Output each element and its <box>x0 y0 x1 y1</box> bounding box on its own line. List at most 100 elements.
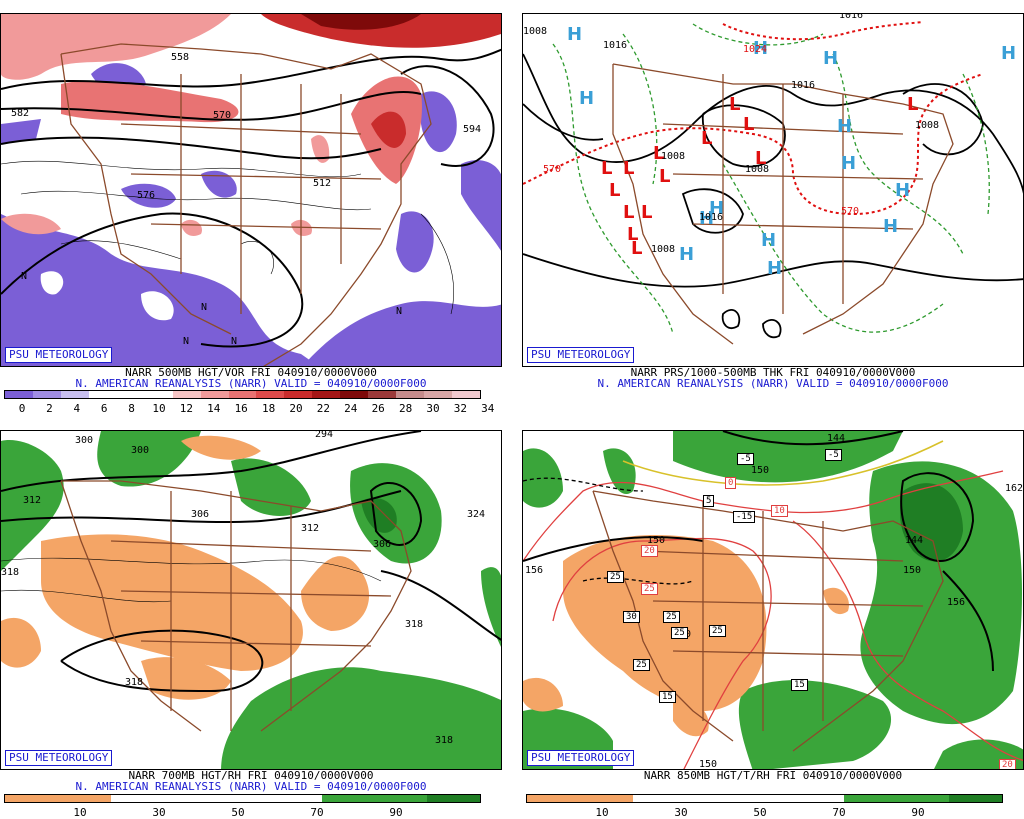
contour-label: 300 <box>131 445 149 456</box>
contour-label: 582 <box>11 108 29 119</box>
contour-label: 300 <box>75 435 93 446</box>
colorbar-label: 90 <box>911 806 925 819</box>
contour-label: 150 <box>751 465 769 476</box>
contour-label: 570 <box>213 110 231 121</box>
low-pressure-icon: L <box>631 238 642 259</box>
contour-label: 570 <box>841 206 859 217</box>
contour-label: 594 <box>463 124 481 135</box>
panel-500mb-vorticity: 558 570 582 594 576 512 N N N N N PSU ME… <box>0 13 502 415</box>
temperature-label: 25 <box>671 627 688 639</box>
colorbar-swatch <box>790 795 844 802</box>
contour-label: 1016 <box>791 80 815 91</box>
colorbar-swatch <box>685 795 739 802</box>
panel-sea-level-pressure-thickness: H H H H H H H H H H H H H H L L L L L <box>522 13 1024 403</box>
contour-label: 144 <box>905 535 923 546</box>
colorbar-swatch <box>527 795 580 802</box>
contour-label: 294 <box>315 431 333 440</box>
temperature-label: 20 <box>999 759 1016 769</box>
colorbar-labels: 10 30 50 70 90 <box>0 806 502 819</box>
colorbar-label: 30 <box>674 806 688 819</box>
high-pressure-icon: H <box>767 258 782 279</box>
contour-label: 1016 <box>603 40 627 51</box>
colorbar-swatch <box>632 795 686 802</box>
colorbar-label: 24 <box>344 402 358 415</box>
high-pressure-icon: H <box>579 88 594 109</box>
low-pressure-icon: L <box>653 143 664 164</box>
contour-label: 558 <box>171 52 189 63</box>
panel-850mb-temperature-rh: 144 156 150 150 162 144 150 156 150 150 … <box>522 430 1024 819</box>
contour-label: 318 <box>1 567 19 578</box>
colorbar-swatch <box>284 391 313 398</box>
contour-label: 150 <box>699 759 717 770</box>
high-pressure-icon: H <box>567 24 582 45</box>
colorbar-swatch <box>312 391 341 398</box>
colorbar-swatch <box>216 795 269 802</box>
colorbar-label: 10 <box>152 402 166 415</box>
map-pressure: H H H H H H H H H H H H H H L L L L L <box>522 13 1024 367</box>
high-pressure-icon: H <box>1001 43 1016 64</box>
colorbar-swatch <box>57 795 111 802</box>
colorbar-label: 20 <box>289 402 303 415</box>
colorbar-label: 10 <box>73 806 87 819</box>
low-pressure-icon: L <box>609 180 620 201</box>
psu-meteorology-badge: PSU METEOROLOGY <box>5 750 113 766</box>
temperature-label: 0 <box>725 477 737 489</box>
panel-subtitle: N. AMERICAN REANALYSIS (NARR) VALID = 04… <box>75 780 427 793</box>
colorbar-label: 28 <box>398 402 413 415</box>
temperature-label: 25 <box>663 611 680 623</box>
panel-subtitle: N. AMERICAN REANALYSIS (NARR) VALID = 04… <box>597 377 949 390</box>
contour-label: N <box>201 302 207 313</box>
contour-label: 318 <box>435 735 453 746</box>
contour-label: 1008 <box>915 120 939 131</box>
contour-label: 312 <box>301 523 319 534</box>
colorbar-swatch <box>32 391 61 398</box>
contour-label: 1016 <box>699 212 723 223</box>
high-pressure-icon: H <box>753 38 768 59</box>
contour-label: 156 <box>947 597 965 608</box>
colorbar-swatch <box>396 391 425 398</box>
temperature-label: 25 <box>607 571 624 583</box>
temperature-label: 10 <box>771 505 788 517</box>
colorbar-swatch <box>424 391 452 398</box>
contour-label: 1008 <box>661 151 685 162</box>
temperature-label: 25 <box>709 625 726 637</box>
temperature-label: 20 <box>641 545 658 557</box>
colorbar-swatch <box>321 795 375 802</box>
colorbar-label: 50 <box>753 806 767 819</box>
contour-label: 324 <box>467 509 485 520</box>
panel-title: NARR 700MB HGT/RH FRI 040910/0000V000 <box>128 769 374 782</box>
colorbar-label: 30 <box>426 402 440 415</box>
colorbar-label: 12 <box>179 402 194 415</box>
contour-label: 512 <box>313 178 331 189</box>
colorbar-swatch <box>374 795 428 802</box>
temperature-label: 15 <box>659 691 676 703</box>
contour-label: 1008 <box>745 164 769 175</box>
contour-label: 1016 <box>839 14 863 21</box>
colorbar-swatch <box>256 391 285 398</box>
colorbar-labels: 10 30 50 70 90 <box>522 806 1024 819</box>
temperature-label: -15 <box>733 511 756 523</box>
panel-title: NARR 500MB HGT/VOR FRI 040910/0000V000 <box>125 366 377 379</box>
low-pressure-icon: L <box>623 202 634 223</box>
contour-label: N <box>183 336 189 347</box>
colorbar <box>4 390 481 399</box>
temperature-label: 30 <box>623 611 640 623</box>
colorbar-swatch <box>88 391 117 398</box>
colorbar-swatch <box>5 391 33 398</box>
colorbar-swatch <box>200 391 229 398</box>
colorbar-label: 2 <box>46 402 53 415</box>
low-pressure-icon: L <box>701 128 712 149</box>
contour-label: 306 <box>373 539 391 550</box>
contour-label: 1008 <box>523 26 547 37</box>
colorbar-swatch <box>579 795 633 802</box>
contour-label: 1008 <box>651 244 675 255</box>
colorbar <box>526 794 1003 803</box>
colorbar-label: 34 <box>481 402 495 415</box>
high-pressure-icon: H <box>883 216 898 237</box>
colorbar-swatch <box>144 391 173 398</box>
colorbar-label: 0 <box>18 402 26 415</box>
contour-label: 156 <box>525 565 543 576</box>
colorbar-swatch <box>738 795 791 802</box>
colorbar-label: 90 <box>389 806 403 819</box>
map-700mb: 300 300 294 312 306 312 306 324 318 318 … <box>0 430 502 770</box>
